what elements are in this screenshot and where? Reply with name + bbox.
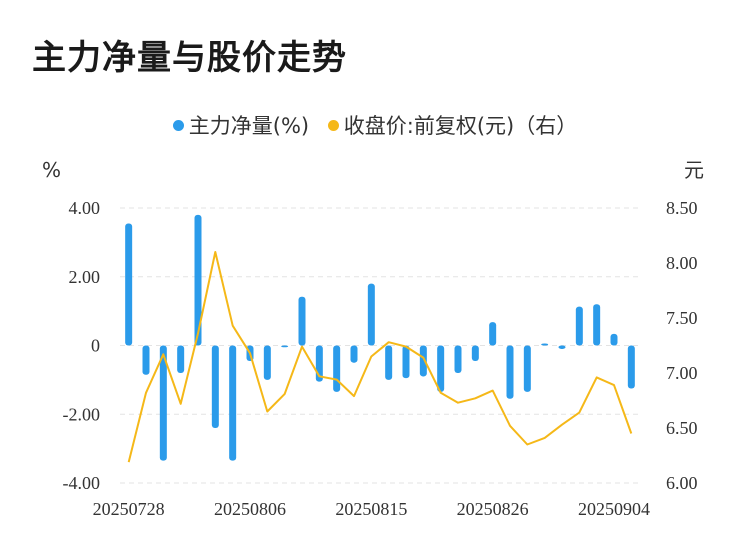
net-volume-bar [558, 345, 566, 349]
right-axis-ticks: 8.50 8.00 7.50 7.00 6.50 6.00 [666, 198, 698, 493]
net-volume-bar [159, 345, 167, 461]
right-axis-unit: 元 [684, 158, 704, 182]
net-volume-bar [419, 345, 427, 377]
net-volume-bar [142, 345, 150, 375]
right-tick-label: 8.00 [666, 253, 698, 273]
legend: 主力净量(%) 收盘价:前复权(元)（右） [0, 110, 750, 140]
left-tick-label: 4.00 [69, 198, 101, 218]
net-volume-bar [333, 345, 341, 392]
net-volume-bar [541, 343, 549, 346]
left-tick-label: -4.00 [63, 473, 101, 493]
net-volume-bar [506, 345, 514, 399]
right-tick-label: 8.50 [666, 198, 698, 218]
net-volume-bar [194, 214, 202, 346]
net-volume-bar [263, 345, 271, 380]
right-tick-label: 7.50 [666, 308, 698, 328]
legend-label-net-volume: 主力净量(%) [188, 114, 310, 138]
net-volume-bar [211, 345, 219, 428]
x-tick-label: 20250815 [335, 499, 407, 519]
right-tick-label: 6.50 [666, 418, 698, 438]
net-volume-bar [177, 345, 185, 373]
net-volume-bar [610, 333, 618, 346]
left-axis-ticks: 4.00 2.00 0 -2.00 -4.00 [63, 198, 101, 493]
legend-marker-net-volume [172, 119, 184, 131]
x-tick-label: 20250904 [578, 499, 650, 519]
net-volume-bar [385, 345, 393, 380]
net-volume-bar [402, 345, 410, 379]
net-volume-bar [125, 223, 133, 346]
gridlines [120, 207, 640, 484]
legend-item-net-volume[interactable]: 主力净量(%) [172, 110, 310, 140]
left-tick-label: -2.00 [63, 404, 101, 424]
net-volume-bar [489, 322, 497, 346]
line-series [127, 251, 633, 463]
net-volume-bar [437, 345, 445, 392]
x-axis-ticks: 20250728 20250806 20250815 20250826 20250904 [93, 499, 650, 519]
net-volume-bar [523, 345, 531, 392]
right-tick-label: 7.00 [666, 363, 698, 383]
net-volume-bar [298, 296, 306, 346]
net-volume-bar [627, 345, 635, 389]
net-volume-bar [350, 345, 358, 363]
right-tick-label: 6.00 [666, 473, 698, 493]
bar-series [125, 214, 635, 461]
legend-label-close-price: 收盘价:前复权(元)（右） [343, 114, 578, 138]
left-tick-label: 0 [91, 336, 100, 356]
net-volume-bar [281, 345, 289, 348]
net-volume-bar [593, 304, 601, 346]
net-volume-bar [454, 345, 462, 373]
left-tick-label: 2.00 [69, 267, 101, 287]
net-volume-bar [575, 306, 583, 346]
net-volume-bar [229, 345, 237, 461]
left-axis-unit: % [42, 158, 61, 182]
x-tick-label: 20250728 [93, 499, 165, 519]
net-volume-bar [471, 345, 479, 361]
x-tick-label: 20250826 [457, 499, 529, 519]
x-tick-label: 20250806 [214, 499, 286, 519]
legend-marker-close-price [327, 119, 339, 131]
net-volume-bar [367, 283, 375, 346]
legend-item-close-price[interactable]: 收盘价:前复权(元)（右） [327, 110, 578, 140]
close-price-line [127, 251, 633, 463]
chart-title: 主力净量与股价走势 [32, 38, 347, 78]
